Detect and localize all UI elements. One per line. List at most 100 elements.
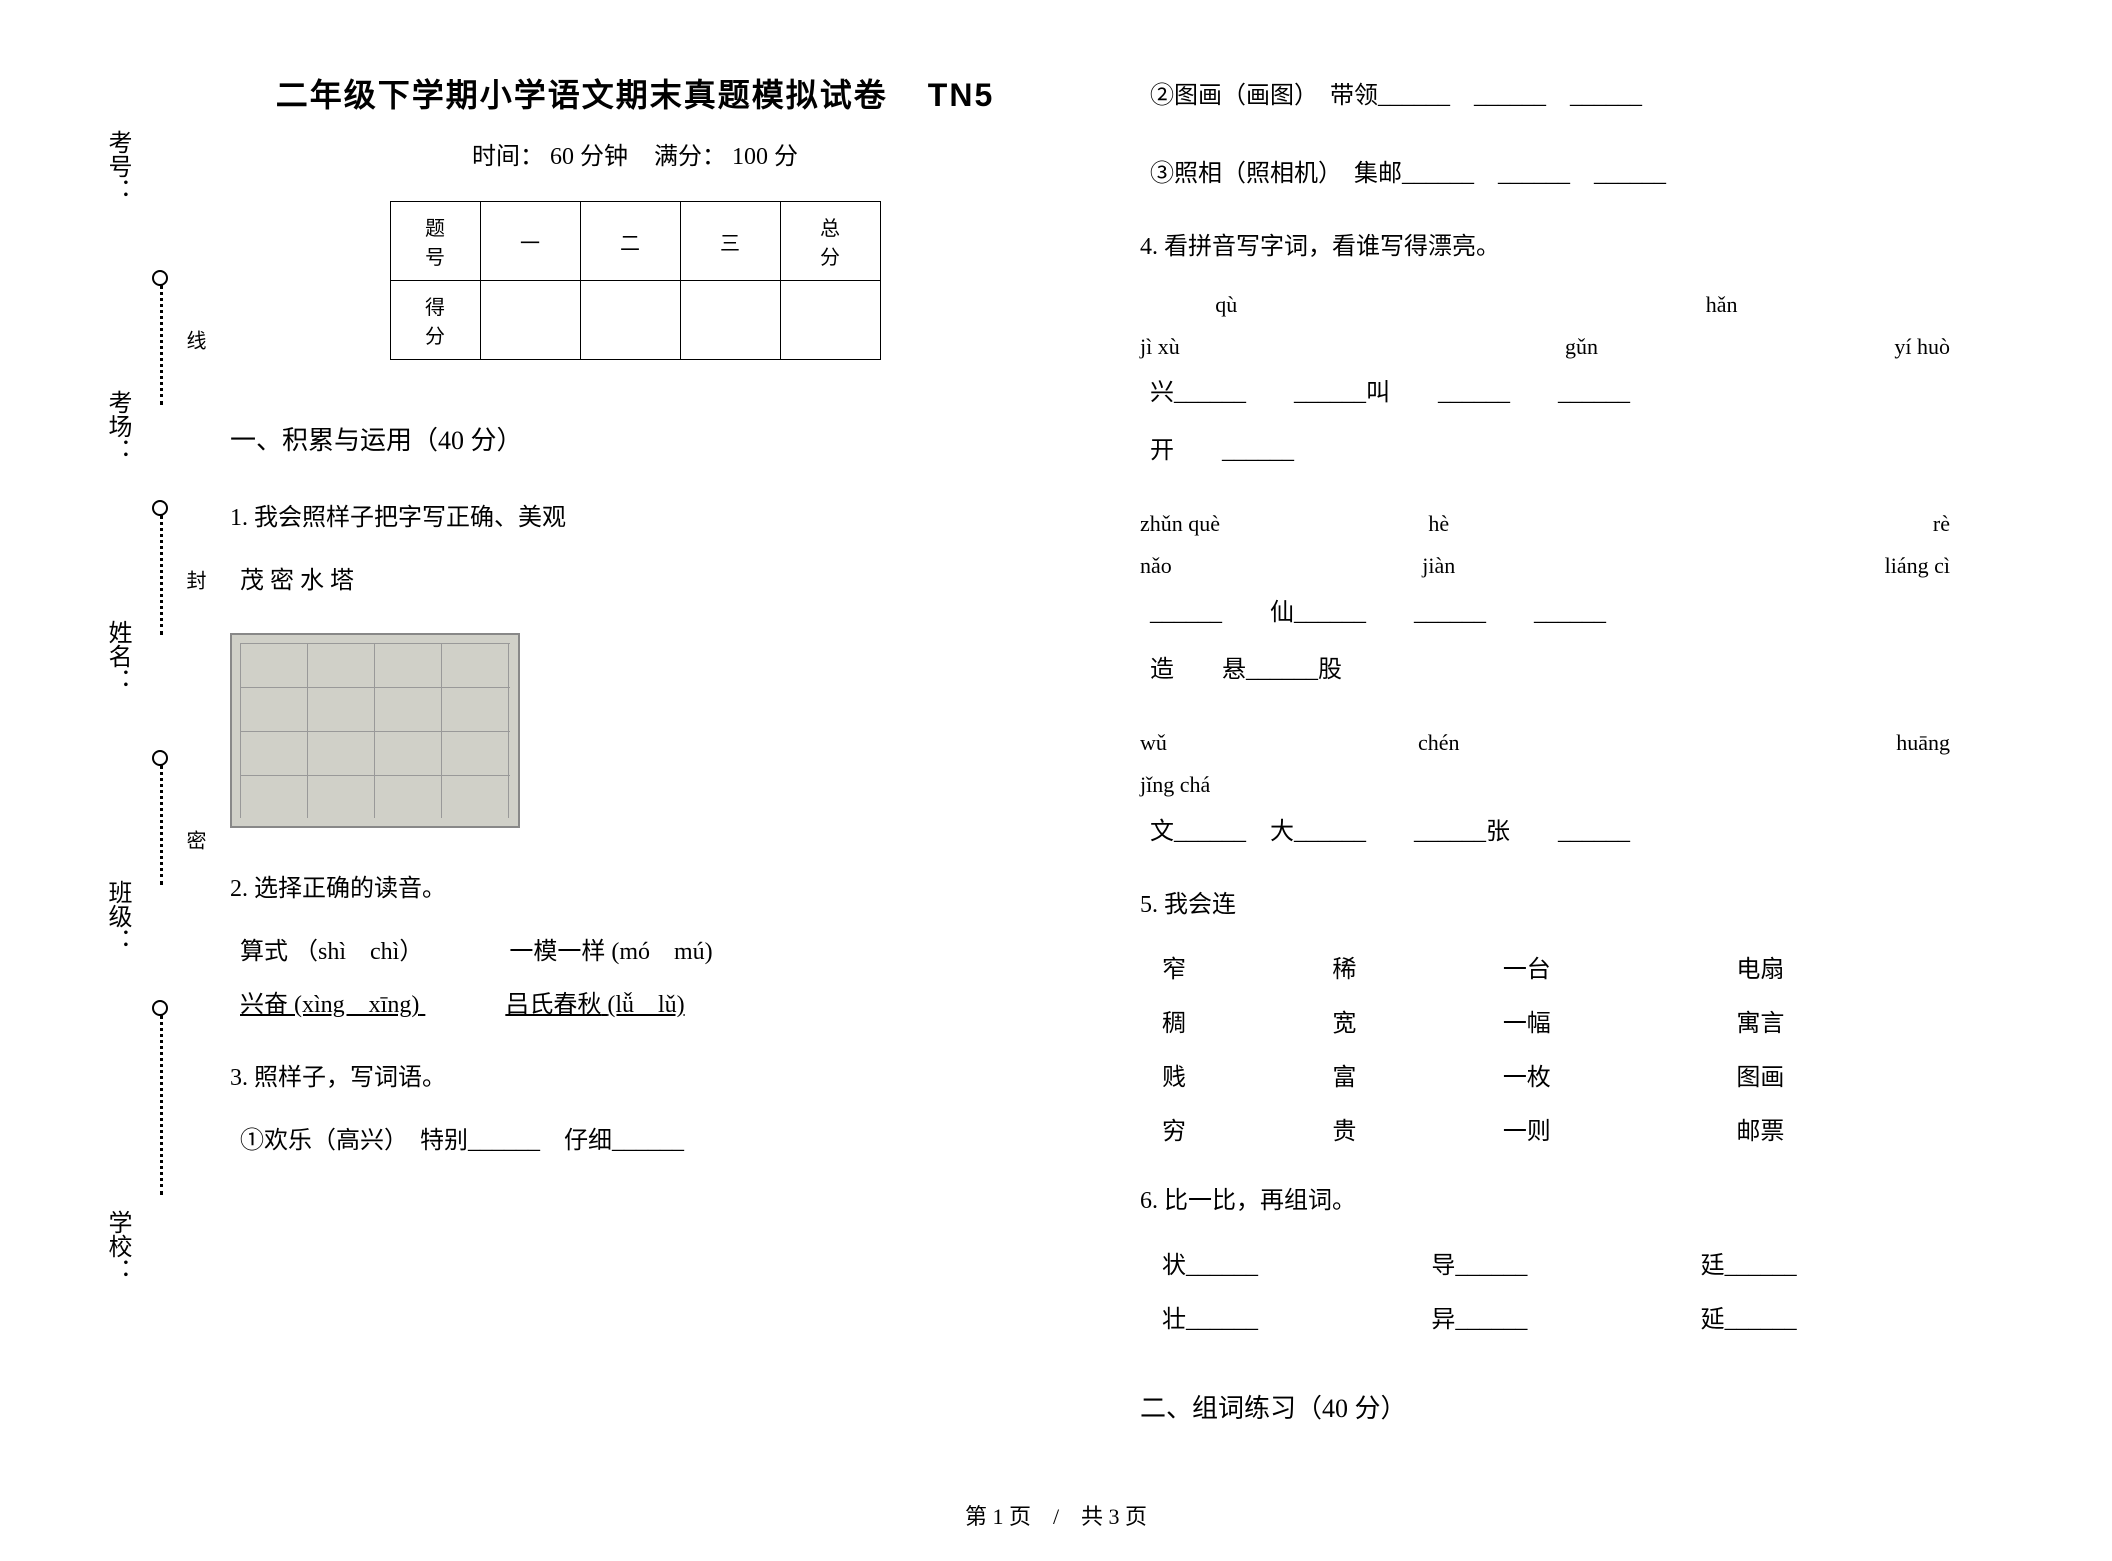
q4: 4. 看拼音写字词，看谁写得漂亮。 [1140,226,1950,269]
cell: 贵 [1312,1106,1480,1158]
pinyin: chén [1353,722,1526,764]
cell: 一则 [1483,1106,1715,1158]
pinyin: qù [1140,284,1313,326]
q2-pinyin: (xìng xīng) [294,992,419,1018]
dotted-line [160,765,163,885]
binding-label-banji: 班级： [100,880,135,952]
q3-item2: ②图画（画图） 带领______ ______ ______ [1140,70,1950,123]
q2-pinyin2: (lǚ lǔ) [607,992,684,1018]
pinyin-line: qù hǎn [1140,284,1950,326]
page-content: 二年级下学期小学语文期末真题模拟试卷 TN5 时间： 60 分钟 满分： 100… [200,70,2050,1470]
left-column: 二年级下学期小学语文期末真题模拟试卷 TN5 时间： 60 分钟 满分： 100… [200,70,1070,1470]
hanzi-row: ______ 仙______ ______ ______ [1140,587,1950,640]
score-value: 100 分 [732,144,798,170]
table-row: 题号 一 二 三 总分 [390,202,880,281]
right-column: ②图画（画图） 带领______ ______ ______ ③照相（照相机） … [1110,70,1980,1470]
binding-strip: 考号： 线 考场： 封 姓名： 密 班级： 学校： [60,30,160,1430]
cell: 邮票 [1716,1106,1948,1158]
pinyin: jǐng chá [1140,764,1313,806]
score-cell[interactable] [780,281,880,360]
section1-heading: 一、积累与运用（40 分） [230,420,1040,457]
binding-circle [152,1000,168,1016]
pinyin [1565,764,1738,806]
q6-num: 6. [1140,1188,1158,1214]
cell: 异______ [1411,1294,1678,1346]
cell: 一枚 [1483,1052,1715,1104]
table-row: 得分 [390,281,880,360]
cell: 状______ [1142,1240,1409,1292]
cell: 壮______ [1142,1294,1409,1346]
q6-table: 状______ 导______ 廷______ 壮______ 异______ … [1140,1238,1950,1348]
pinyin-line: jì xù gǔn yí huò [1140,326,1950,368]
col-3: 三 [680,202,780,281]
q2-word2: 一模一样 [509,939,605,965]
score-cell[interactable] [680,281,780,360]
time-label: 时间： [472,144,544,170]
table-row: 窄 稀 一台 电扇 [1142,944,1948,996]
pinyin-line: zhǔn què hè rè [1140,503,1950,545]
page-footer: 第 1 页 / 共 3 页 [0,1499,2112,1531]
cell: 宽 [1312,998,1480,1050]
q1: 1. 我会照样子把字写正确、美观 [230,497,1040,540]
q2-content: 算式 （shì chì） 一模一样 (mó mú) 兴奋 (xìng xīng)… [230,926,1040,1032]
q1-text: 我会照样子把字写正确、美观 [254,505,566,531]
cell: 稀 [1312,944,1480,996]
cell: 穷 [1142,1106,1310,1158]
pinyin: zhǔn què [1140,503,1313,545]
writing-grid[interactable] [230,633,520,828]
table-row: 穷 贵 一则 邮票 [1142,1106,1948,1158]
row1-label: 题号 [390,202,480,281]
cell: 图画 [1716,1052,1948,1104]
cell: 廷______ [1681,1240,1948,1292]
pinyin: hè [1353,503,1526,545]
pinyin: nǎo [1140,545,1313,587]
binding-label-kaohao: 考号： [100,130,135,202]
match-table: 窄 稀 一台 电扇 稠 宽 一幅 寓言 贱 富 一枚 图画 穷 贵 一则 邮 [1140,942,1950,1160]
pinyin [1778,764,1951,806]
q2: 2. 选择正确的读音。 [230,868,1040,911]
q3: 3. 照样子，写词语。 [230,1057,1040,1100]
dotted-line [160,1015,163,1195]
q2-word: 算式 [240,939,288,965]
cell: 贱 [1142,1052,1310,1104]
pinyin [1353,284,1526,326]
binding-circle [152,750,168,766]
hanzi-row: 造 悬______股 [1140,644,1950,697]
q6: 6. 比一比，再组词。 [1140,1180,1950,1223]
q5-num: 5. [1140,892,1158,918]
pinyin [1565,545,1738,587]
q1-num: 1. [230,505,248,531]
q2-row2: 兴奋 (xìng xīng) 吕氏春秋 (lǚ lǔ) [240,979,1040,1032]
q2-pinyin2: (mó mú) [611,939,712,965]
pinyin: huāng [1778,722,1951,764]
q4-text: 看拼音写字词，看谁写得漂亮。 [1164,234,1500,260]
q2-row1: 算式 （shì chì） 一模一样 (mó mú) [240,926,1040,979]
hanzi-row: 文______ 大______ ______张 ______ [1140,806,1950,859]
q3-item3: ③照相（照相机） 集邮______ ______ ______ [1140,148,1950,201]
cell: 富 [1312,1052,1480,1104]
time-value: 60 分钟 [550,144,628,170]
exam-code: TN5 [928,77,994,113]
binding-label-xuexiao: 学校： [100,1210,135,1282]
q4-block: qù hǎn jì xù gǔn yí huò 兴______ ______叫 … [1140,284,1950,859]
row2-label: 得分 [390,281,480,360]
col-2: 二 [580,202,680,281]
col-total: 总分 [780,202,880,281]
section2-heading: 二、组词练习（40 分） [1140,1388,1950,1425]
cell: 导______ [1411,1240,1678,1292]
q5: 5. 我会连 [1140,884,1950,927]
q6-text: 比一比，再组词。 [1164,1188,1356,1214]
pinyin: liáng cì [1778,545,1951,587]
pinyin: jì xù [1140,326,1313,368]
title-text: 二年级下学期小学语文期末真题模拟试卷 [276,77,888,113]
pinyin [1565,722,1738,764]
pinyin-line: nǎo jiàn liáng cì [1140,545,1950,587]
hanzi-row: 兴______ ______叫 ______ ______ [1140,367,1950,420]
col-1: 一 [480,202,580,281]
cell: 一幅 [1483,998,1715,1050]
q2-pinyin: （shì chì） [294,939,423,965]
pinyin-line: jǐng chá [1140,764,1950,806]
cell: 窄 [1142,944,1310,996]
score-cell[interactable] [480,281,580,360]
score-cell[interactable] [580,281,680,360]
